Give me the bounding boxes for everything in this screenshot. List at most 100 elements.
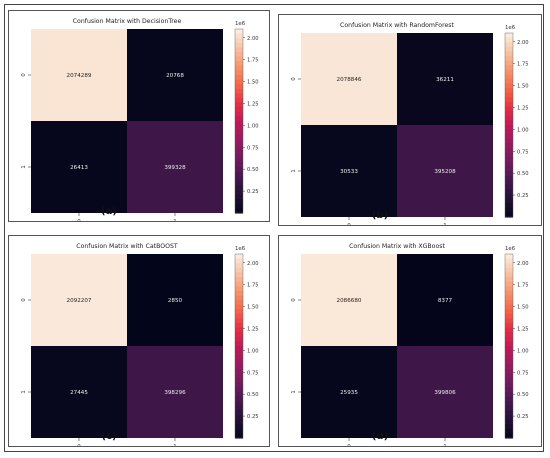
cell-value-label-1-1: 399328 bbox=[164, 165, 186, 171]
caption-c: (c) bbox=[101, 431, 117, 442]
colorbar-segment bbox=[235, 102, 243, 108]
colorbar-segment bbox=[505, 88, 513, 94]
colorbar-segment bbox=[235, 405, 243, 411]
colorbar-tick-label-2: 0.75 bbox=[247, 370, 259, 376]
heatmap-cell-0-1 bbox=[127, 29, 223, 121]
confusion-matrix-panel-randomforest: Confusion Matrix with RandomForest 207884… bbox=[278, 14, 542, 229]
colorbar-segment bbox=[505, 111, 513, 117]
colorbar-segment bbox=[235, 272, 243, 278]
heatmap-cell-1-0 bbox=[31, 346, 127, 438]
row-tick-label-0: 0 bbox=[21, 298, 27, 302]
colorbar-segment bbox=[235, 88, 243, 94]
colorbar-segment bbox=[505, 382, 513, 388]
colorbar-segment bbox=[235, 98, 243, 104]
colorbar-segment bbox=[505, 281, 513, 287]
colorbar-tick-label-3: 1.00 bbox=[247, 123, 259, 129]
colorbar-segment bbox=[235, 194, 243, 200]
colorbar-segment bbox=[505, 120, 513, 126]
colorbar-segment bbox=[235, 185, 243, 191]
figure-frame bbox=[4, 4, 544, 452]
colorbar-segment bbox=[235, 29, 243, 35]
colorbar-segment bbox=[505, 277, 513, 283]
colorbar-tick-label-6: 1.75 bbox=[517, 283, 529, 289]
chart-title: Confusion Matrix with XGBoost bbox=[349, 243, 445, 250]
heatmap-chart-decisiontree: Confusion Matrix with DecisionTree 207428… bbox=[21, 18, 259, 225]
colorbar-segment bbox=[235, 180, 243, 186]
colorbar-tick-label-3: 1.00 bbox=[517, 348, 529, 354]
colorbar-tick-label-6: 1.75 bbox=[517, 62, 529, 68]
colorbar-tick-label-3: 1.00 bbox=[247, 348, 259, 354]
colorbar-tick-label-7: 2.00 bbox=[517, 40, 529, 46]
colorbar-segment bbox=[505, 189, 513, 195]
colorbar-segment bbox=[505, 332, 513, 338]
colorbar-segment bbox=[235, 396, 243, 402]
col-tick-label-1: 1 bbox=[173, 444, 177, 446]
colorbar-segment bbox=[505, 378, 513, 384]
colorbar-segment bbox=[235, 323, 243, 329]
row-tick-label-1: 1 bbox=[291, 169, 297, 173]
colorbar-segment bbox=[235, 107, 243, 113]
colorbar-segment bbox=[505, 346, 513, 352]
colorbar-tick-label-0: 0.25 bbox=[247, 189, 259, 195]
colorbar-segment bbox=[235, 70, 243, 76]
colorbar-offset-label: 1e6 bbox=[505, 25, 516, 31]
col-tick-label-1: 1 bbox=[443, 223, 447, 225]
colorbar-segment bbox=[235, 171, 243, 177]
colorbar-segment bbox=[235, 79, 243, 85]
cell-value-label-1-1: 398296 bbox=[164, 390, 186, 396]
cell-value-label-0-0: 2074289 bbox=[67, 73, 92, 79]
colorbar-segment bbox=[505, 51, 513, 57]
heatmap-cell-1-1 bbox=[127, 121, 223, 213]
colorbar-segment bbox=[235, 130, 243, 136]
chart-title: Confusion Matrix with CatBOOST bbox=[76, 243, 178, 250]
heatmap-cell-0-0 bbox=[301, 33, 397, 125]
colorbar-tick-label-5: 1.50 bbox=[247, 305, 259, 311]
colorbar-segment bbox=[235, 61, 243, 67]
colorbar-segment bbox=[505, 258, 513, 264]
colorbar-segment bbox=[505, 428, 513, 434]
colorbar-segment bbox=[505, 405, 513, 411]
colorbar-segment bbox=[505, 152, 513, 158]
colorbar-tick-label-2: 0.75 bbox=[517, 370, 529, 376]
colorbar-tick-label-5: 1.50 bbox=[517, 305, 529, 311]
colorbar-segment bbox=[505, 171, 513, 177]
colorbar-segment bbox=[505, 313, 513, 319]
colorbar-outline bbox=[504, 32, 514, 218]
colorbar-segment bbox=[235, 355, 243, 361]
colorbar-segment bbox=[505, 37, 513, 43]
colorbar-segment bbox=[505, 46, 513, 52]
colorbar-tick-label-7: 2.00 bbox=[517, 261, 529, 267]
colorbar-segment bbox=[505, 267, 513, 273]
colorbar-tick-label-7: 2.00 bbox=[247, 261, 259, 267]
heatmap-chart-randomforest: Confusion Matrix with RandomForest 207884… bbox=[291, 22, 529, 229]
heatmap-cell-1-1 bbox=[127, 346, 223, 438]
colorbar-segment bbox=[235, 332, 243, 338]
chart-title: Confusion Matrix with RandomForest bbox=[340, 22, 454, 29]
cell-value-label-0-1: 20768 bbox=[166, 73, 184, 79]
colorbar-segment bbox=[235, 369, 243, 375]
colorbar-segment bbox=[235, 38, 243, 44]
colorbar-segment bbox=[235, 290, 243, 296]
colorbar-segment bbox=[505, 392, 513, 398]
colorbar-segment bbox=[235, 139, 243, 145]
colorbar-tick-label-0: 0.25 bbox=[517, 193, 529, 199]
colorbar-segment bbox=[235, 33, 243, 39]
colorbar-segment bbox=[235, 373, 243, 379]
colorbar-segment bbox=[235, 167, 243, 173]
colorbar-segment bbox=[235, 190, 243, 196]
colorbar-segment bbox=[505, 175, 513, 181]
colorbar-segment bbox=[235, 415, 243, 421]
heatmap-cell-0-1 bbox=[397, 254, 493, 346]
heatmap-cell-0-0 bbox=[301, 254, 397, 346]
colorbar-segment bbox=[505, 65, 513, 71]
colorbar-segment bbox=[505, 263, 513, 269]
colorbar-segment bbox=[505, 102, 513, 108]
colorbar-tick-label-2: 0.75 bbox=[517, 149, 529, 155]
colorbar-segment bbox=[505, 304, 513, 310]
colorbar-segment bbox=[505, 166, 513, 172]
colorbar-segment bbox=[235, 300, 243, 306]
row-tick-label-0: 0 bbox=[291, 298, 297, 302]
colorbar-tick-label-1: 0.50 bbox=[517, 171, 529, 177]
colorbar-segment bbox=[505, 184, 513, 190]
confusion-matrix-panel-xgboost: Confusion Matrix with XGBoost 2086680 8377… bbox=[278, 235, 542, 450]
